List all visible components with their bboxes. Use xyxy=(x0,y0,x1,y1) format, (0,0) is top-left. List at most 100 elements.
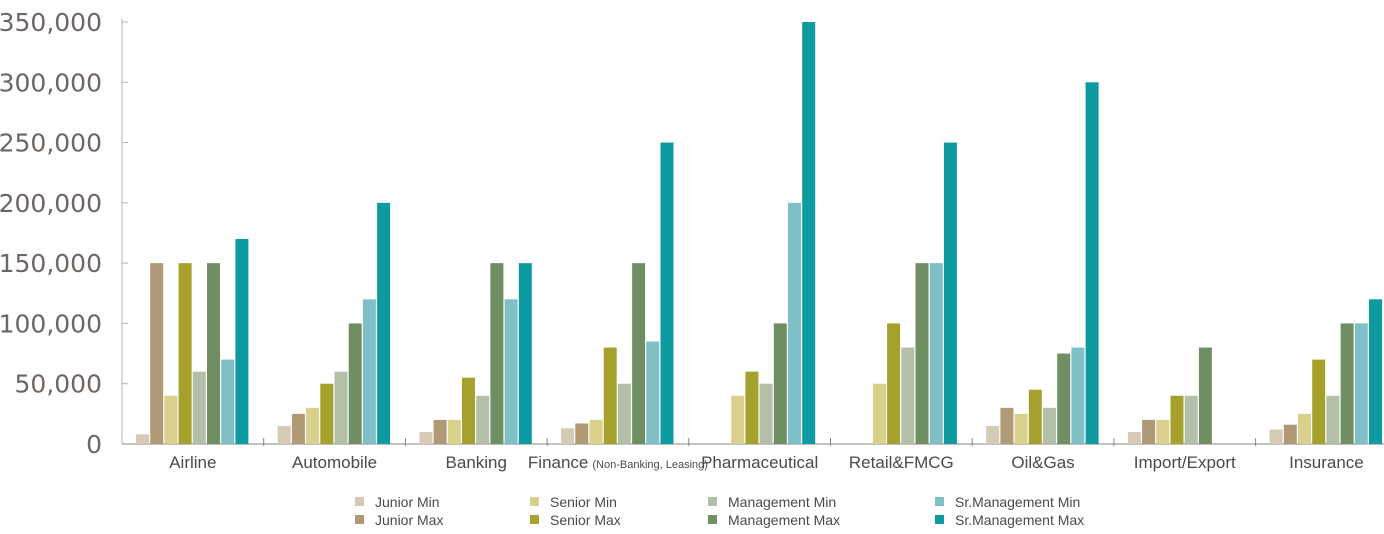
bar xyxy=(660,142,674,445)
bar xyxy=(178,263,192,444)
bar xyxy=(447,419,461,444)
y-tick-label: 100,000 xyxy=(0,309,102,338)
bar xyxy=(362,299,376,444)
bar xyxy=(291,413,305,444)
bar xyxy=(476,395,490,444)
bar xyxy=(788,202,801,444)
legend-label: Sr.Management Max xyxy=(955,512,1084,528)
legend-swatch xyxy=(935,497,944,506)
bar xyxy=(221,359,235,444)
bar xyxy=(1028,389,1042,444)
bar xyxy=(150,263,164,444)
series-sr-management-min xyxy=(221,202,1368,444)
bar xyxy=(731,395,745,444)
bar-series-group xyxy=(136,22,1382,445)
series-management-max xyxy=(207,263,1354,444)
bar xyxy=(575,423,589,444)
bar xyxy=(164,395,178,444)
x-tick-label: Insurance xyxy=(1289,453,1364,472)
bar xyxy=(603,347,617,444)
x-tick-label: Banking xyxy=(446,453,507,472)
bar xyxy=(334,371,348,444)
x-tick-label: Oil&Gas xyxy=(1011,453,1074,472)
bar xyxy=(1354,323,1368,444)
bar xyxy=(306,407,320,444)
bar xyxy=(887,323,901,444)
bar xyxy=(646,341,660,444)
series-management-min xyxy=(192,347,1340,444)
bar xyxy=(632,263,646,444)
legend-swatch xyxy=(530,497,539,506)
bar xyxy=(929,263,943,444)
bar xyxy=(1142,419,1156,444)
bar xyxy=(320,383,334,444)
legend-label: Sr.Management Min xyxy=(955,494,1080,510)
legend-swatch xyxy=(355,497,364,506)
bar xyxy=(235,239,249,444)
bar xyxy=(1269,429,1283,444)
series-sr-management-max xyxy=(235,22,1382,445)
bar xyxy=(1283,424,1297,444)
bar xyxy=(1043,407,1056,444)
bar xyxy=(1340,323,1354,444)
x-tick-label: Retail&FMCG xyxy=(849,453,954,472)
bar xyxy=(773,323,787,444)
legend-label: Management Max xyxy=(728,512,840,528)
bar xyxy=(1369,299,1382,444)
bar xyxy=(419,431,433,444)
legend-label: Senior Max xyxy=(550,512,621,528)
bar xyxy=(901,347,915,444)
bar xyxy=(136,434,149,444)
y-tick-label: 50,000 xyxy=(15,370,102,399)
bar xyxy=(504,299,518,444)
x-tick-label: Airline xyxy=(169,453,216,472)
x-axis: Airline Automobile Banking Finance (Non-Bank… xyxy=(122,438,1384,472)
y-tick-label: 350,000 xyxy=(0,8,102,37)
legend-swatch xyxy=(708,515,717,524)
bar xyxy=(207,263,220,444)
legend-label: Junior Min xyxy=(375,494,440,510)
x-tick-label: Pharmaceutical xyxy=(701,453,818,472)
bar xyxy=(348,323,362,444)
bar xyxy=(1312,359,1326,444)
series-senior-max xyxy=(178,263,1326,444)
bar xyxy=(1014,413,1028,444)
y-tick-label: 0 xyxy=(86,430,102,459)
legend-swatch xyxy=(935,515,944,524)
bar xyxy=(1326,395,1340,444)
bar xyxy=(943,142,957,445)
bar xyxy=(915,263,929,444)
bar xyxy=(561,428,575,444)
y-tick-label: 200,000 xyxy=(0,189,102,218)
bar xyxy=(1184,395,1198,444)
bar xyxy=(1127,431,1141,444)
legend-swatch xyxy=(355,515,364,524)
bar xyxy=(1156,419,1170,444)
bar xyxy=(745,371,759,444)
y-axis: 0 50,000 100,000 150,000 200,000 250,000 300,0… xyxy=(0,8,128,459)
bar xyxy=(589,419,603,444)
legend-swatch xyxy=(708,497,717,506)
bar xyxy=(377,202,391,444)
bar xyxy=(192,371,206,444)
bar xyxy=(490,263,504,444)
bar xyxy=(1000,407,1014,444)
legend-label: Management Min xyxy=(728,494,836,510)
series-senior-min xyxy=(164,383,1311,444)
bar xyxy=(1298,413,1311,444)
legend-swatch xyxy=(530,515,539,524)
bar xyxy=(872,383,886,444)
bar xyxy=(277,425,291,444)
y-tick-label: 150,000 xyxy=(0,249,102,278)
legend: Junior Min Senior Min Management Min Sr.Man… xyxy=(355,494,1084,528)
x-tick-label: Automobile xyxy=(292,453,377,472)
y-tick-label: 300,000 xyxy=(0,68,102,97)
legend-label: Junior Max xyxy=(375,512,443,528)
bar xyxy=(518,263,532,444)
bar xyxy=(433,419,447,444)
bar xyxy=(802,22,816,444)
bar xyxy=(986,425,1000,444)
bar xyxy=(1085,82,1099,445)
y-tick-label: 250,000 xyxy=(0,129,102,158)
